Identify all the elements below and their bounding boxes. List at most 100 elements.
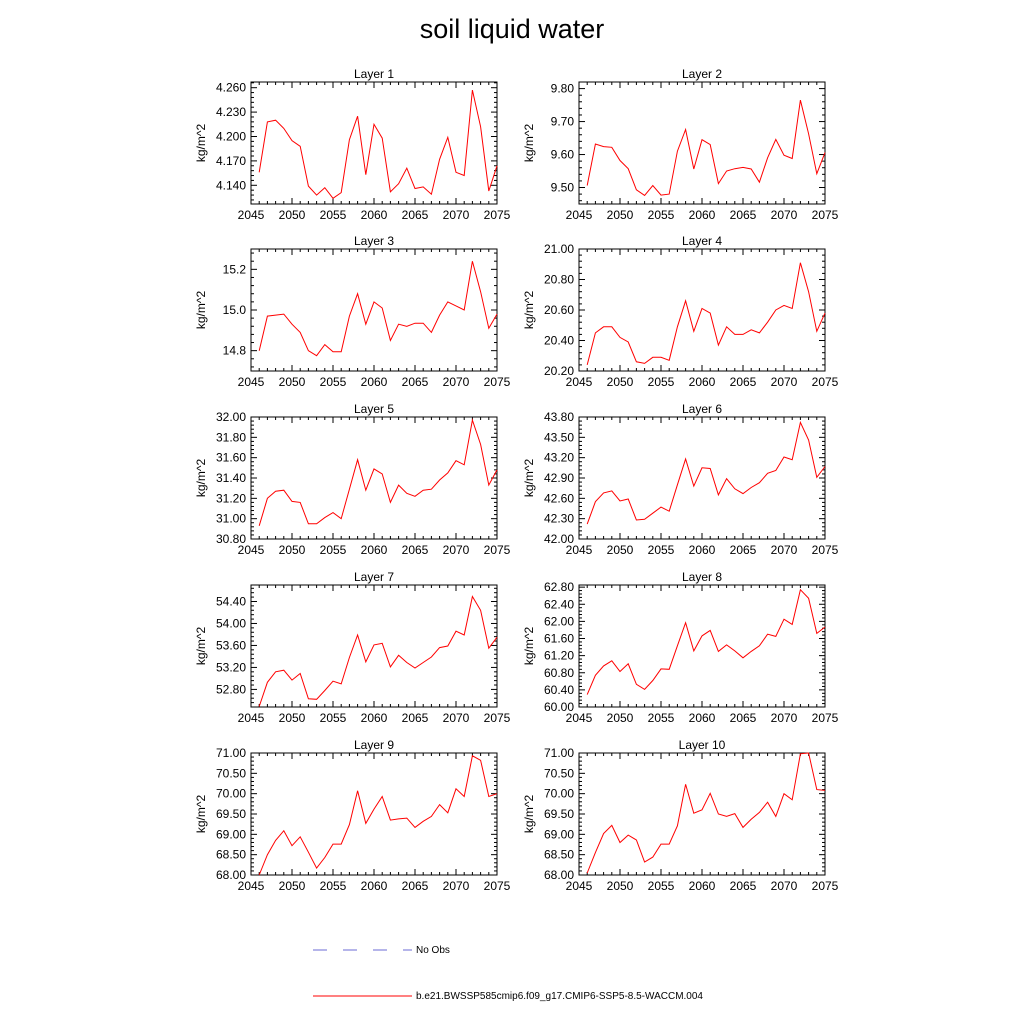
plot-frame: [250, 81, 498, 205]
y-tick-label: 15.0: [223, 303, 247, 317]
y-axis-label: kg/m^2: [194, 627, 208, 666]
y-axis-label: kg/m^2: [522, 291, 536, 330]
y-tick-label: 4.140: [216, 178, 246, 192]
y-tick-label: 71.00: [544, 746, 574, 760]
y-tick-label: 31.60: [216, 451, 246, 465]
x-tick-label: 2050: [279, 711, 306, 725]
y-tick-label: 70.00: [216, 787, 246, 801]
x-tick-label: 2045: [238, 711, 265, 725]
series-line: [258, 261, 498, 357]
x-tick-label: 2065: [402, 879, 429, 893]
x-tick-label: 2060: [361, 208, 388, 222]
y-tick-label: 9.80: [551, 82, 575, 96]
x-tick-label: 2045: [566, 543, 593, 557]
y-tick-label: 70.50: [544, 766, 574, 780]
x-tick-label: 2075: [484, 879, 511, 893]
x-tick-label: 2070: [771, 543, 798, 557]
y-tick-label: 20.20: [544, 364, 574, 378]
panel-title: Layer 4: [682, 234, 722, 248]
y-tick-label: 54.40: [216, 594, 246, 608]
x-tick-label: 2065: [730, 208, 757, 222]
x-tick-label: 2065: [730, 879, 757, 893]
panel-4: 2045 2050 2055 2060 2065 2070 2075 20.20 20.40 20…: [522, 234, 839, 389]
y-tick-label: 4.170: [216, 154, 246, 168]
panel-title: Layer 1: [354, 67, 394, 81]
x-tick-label: 2065: [402, 543, 429, 557]
y-tick-label: 62.40: [544, 597, 574, 611]
x-tick-label: 2050: [607, 879, 634, 893]
y-tick-label: 69.50: [544, 807, 574, 821]
x-tick-label: 2070: [443, 711, 470, 725]
x-tick-label: 2050: [279, 879, 306, 893]
series-line: [586, 99, 826, 197]
series-line: [258, 755, 498, 876]
y-tick-label: 71.00: [216, 746, 246, 760]
y-tick-label: 69.50: [216, 807, 246, 821]
y-tick-label: 20.40: [544, 334, 574, 348]
x-tick-label: 2065: [402, 375, 429, 389]
plot-frame: [578, 81, 826, 205]
y-tick-label: 68.00: [544, 868, 574, 882]
legend-label-no-obs: No Obs: [416, 945, 450, 956]
y-tick-label: 43.50: [544, 430, 574, 444]
y-axis-label: kg/m^2: [194, 291, 208, 330]
panel-title: Layer 2: [682, 67, 722, 81]
y-tick-label: 42.30: [544, 512, 574, 526]
x-tick-label: 2075: [812, 711, 839, 725]
panel-3: 2045 2050 2055 2060 2065 2070 2075 14.8 15.0 15.2…: [194, 234, 511, 389]
x-tick-label: 2045: [238, 879, 265, 893]
series-line: [586, 420, 826, 525]
y-tick-label: 43.80: [544, 410, 574, 424]
y-tick-label: 9.70: [551, 115, 575, 129]
plot-frame: [578, 248, 826, 372]
x-tick-label: 2065: [730, 711, 757, 725]
y-tick-label: 32.00: [216, 410, 246, 424]
x-tick-label: 2070: [771, 375, 798, 389]
series-line: [258, 89, 498, 199]
series-line: [258, 595, 498, 707]
x-tick-label: 2050: [607, 375, 634, 389]
y-axis-label: kg/m^2: [194, 459, 208, 498]
y-tick-label: 60.80: [544, 666, 574, 680]
plot-frame: [250, 248, 498, 372]
x-tick-label: 2055: [320, 208, 347, 222]
y-axis-label: kg/m^2: [522, 795, 536, 834]
y-tick-label: 60.00: [544, 700, 574, 714]
y-tick-label: 62.00: [544, 614, 574, 628]
y-tick-label: 68.50: [544, 848, 574, 862]
x-tick-label: 2065: [402, 208, 429, 222]
x-tick-label: 2065: [730, 375, 757, 389]
y-tick-label: 9.60: [551, 148, 575, 162]
x-tick-label: 2050: [279, 543, 306, 557]
y-tick-label: 52.80: [216, 682, 246, 696]
x-tick-label: 2070: [771, 711, 798, 725]
panel-6: 2045 2050 2055 2060 2065 2070 2075 42.00 42.30 42…: [522, 402, 839, 557]
x-tick-label: 2055: [648, 375, 675, 389]
panel-5: 2045 2050 2055 2060 2065 2070 2075 30.80 31.00 31…: [194, 402, 511, 557]
y-tick-label: 70.00: [544, 787, 574, 801]
x-tick-label: 2060: [361, 711, 388, 725]
x-tick-label: 2045: [566, 711, 593, 725]
y-tick-label: 4.200: [216, 129, 246, 143]
x-tick-label: 2045: [566, 208, 593, 222]
x-tick-label: 2055: [320, 879, 347, 893]
x-tick-label: 2060: [689, 543, 716, 557]
plot-frame: [578, 416, 826, 540]
y-tick-label: 68.00: [216, 868, 246, 882]
x-tick-label: 2045: [566, 375, 593, 389]
x-tick-label: 2075: [812, 543, 839, 557]
y-tick-label: 15.2: [223, 262, 247, 276]
legend: No Obs b.e21.BWSSP585cmip6.f09_g17.CMIP6-…: [313, 945, 703, 1002]
x-tick-label: 2045: [238, 543, 265, 557]
x-tick-label: 2070: [443, 543, 470, 557]
plot-frame: [250, 752, 498, 876]
y-axis-label: kg/m^2: [522, 124, 536, 163]
panel-2: 2045 2050 2055 2060 2065 2070 2075 9.50 9.60 9.70…: [522, 67, 839, 222]
x-tick-label: 2075: [484, 543, 511, 557]
y-axis-label: kg/m^2: [194, 795, 208, 834]
panel-title: Layer 5: [354, 402, 394, 416]
x-tick-label: 2070: [443, 208, 470, 222]
y-tick-label: 20.60: [544, 303, 574, 317]
x-tick-label: 2075: [812, 879, 839, 893]
